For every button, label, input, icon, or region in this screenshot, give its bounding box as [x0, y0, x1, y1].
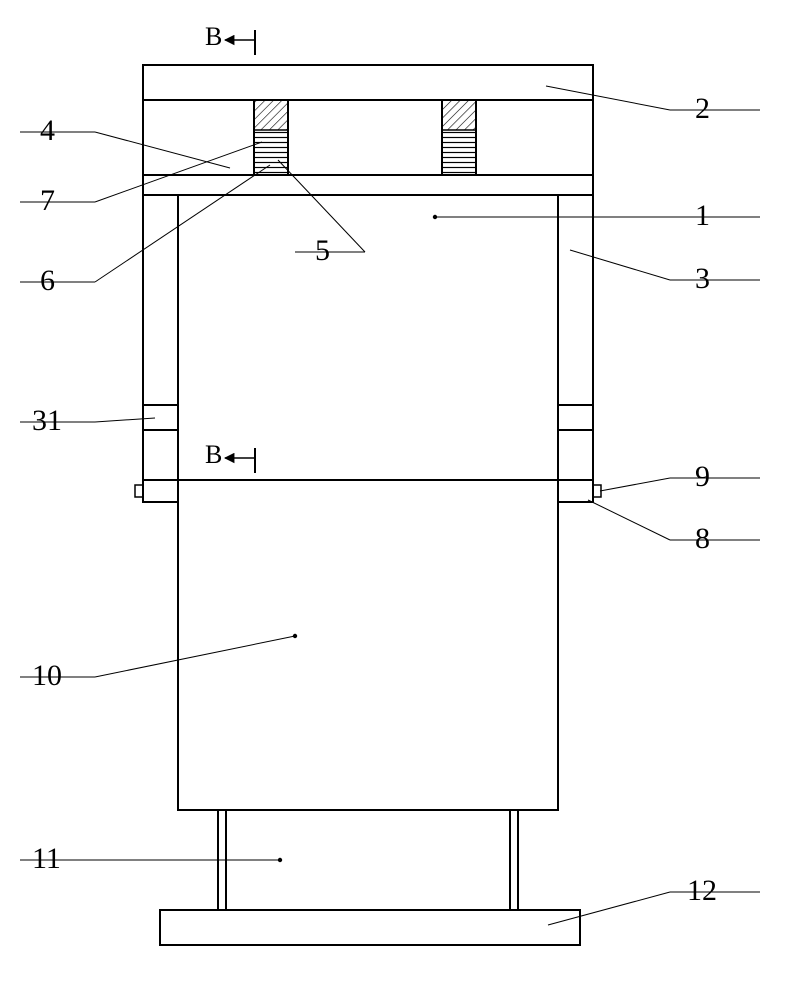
- callout-12: 12: [687, 874, 717, 907]
- callout-31: 31: [32, 404, 62, 437]
- callout-7: 7: [40, 184, 55, 217]
- callout-9: 9: [695, 460, 710, 493]
- callout-2: 2: [695, 92, 710, 125]
- callout-6: 6: [40, 264, 55, 297]
- callout-3: 3: [695, 262, 710, 295]
- engineering-drawing: 2 1 3 9 8 12 4 7 6 31 10 11 5 B B: [0, 0, 785, 1000]
- callout-10: 10: [32, 659, 62, 692]
- callout-1: 1: [695, 199, 710, 232]
- callout-8: 8: [695, 522, 710, 555]
- section-letter: B: [205, 22, 222, 51]
- section-letter: B: [205, 440, 222, 469]
- callout-4: 4: [40, 114, 55, 147]
- callout-5: 5: [315, 234, 330, 267]
- callout-11: 11: [32, 842, 61, 875]
